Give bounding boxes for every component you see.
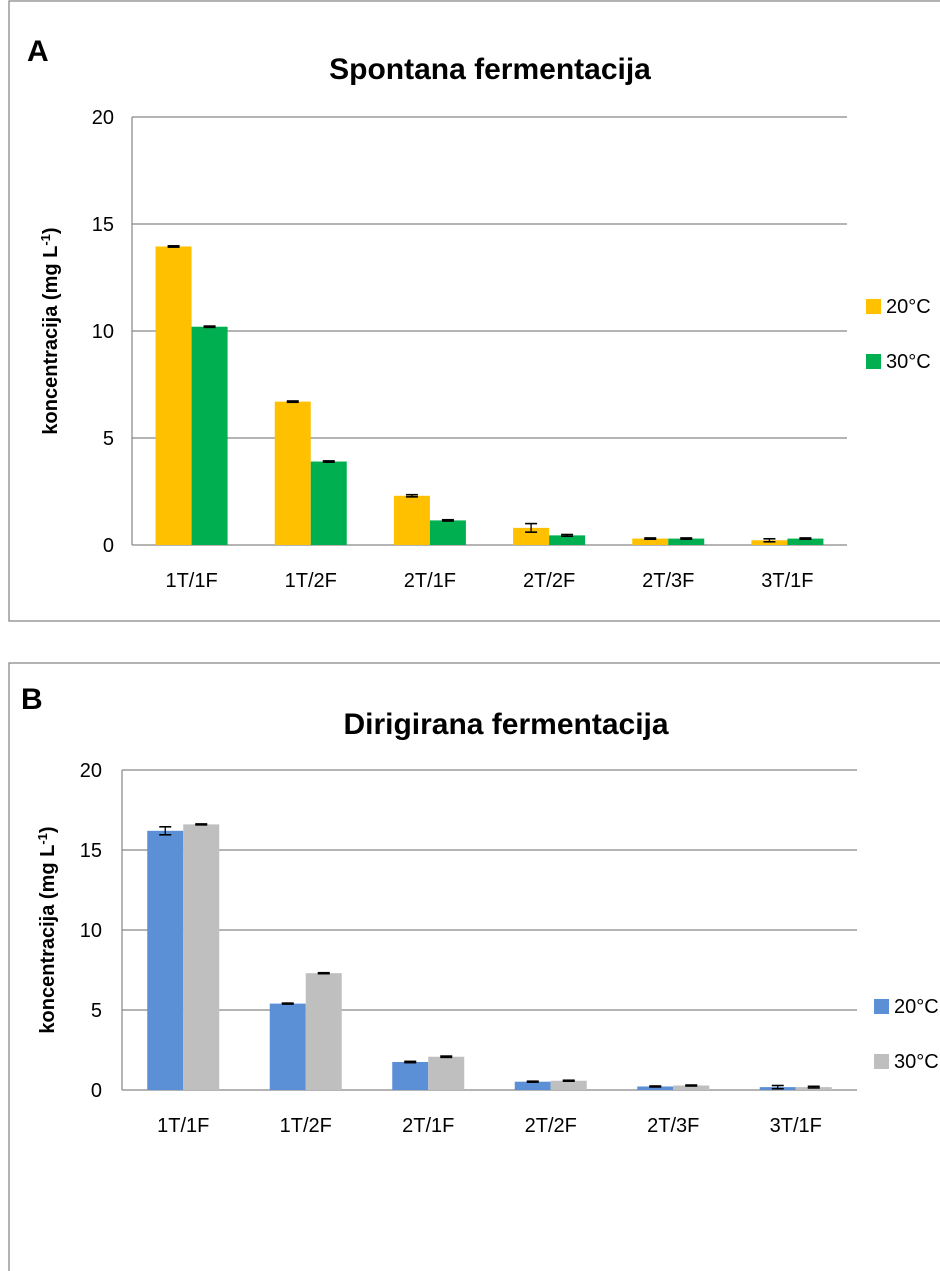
chart-a-bar <box>787 538 824 545</box>
chart-a-svg: A Spontana fermentacija 0 5 10 15 20 koncentrac… <box>8 0 940 622</box>
chart-a-frame <box>8 0 940 622</box>
chart-b-bar <box>514 1081 551 1090</box>
chart-b-svg: B Dirigirana fermentacija 0 5 10 15 20 koncentr… <box>8 662 940 1271</box>
chart-a-y-axis-label-text: koncentracija (mg L <box>40 246 62 435</box>
chart-a-bar <box>632 538 669 545</box>
chart-b-y-tick-label: 20 <box>80 760 102 782</box>
chart-a-x-tick-label: 2T/3F <box>642 570 694 592</box>
chart-b-y-axis-label-sup: -1 <box>35 833 50 845</box>
chart-a-bar <box>668 538 705 545</box>
chart-b-bar <box>392 1062 429 1090</box>
chart-panel-a: A Spontana fermentacija 0 5 10 15 20 koncentrac… <box>0 0 940 624</box>
chart-a-title: Spontana fermentacija <box>329 53 651 86</box>
chart-a-bar <box>274 401 311 545</box>
chart-b-y-axis-label-end: ) <box>37 826 59 833</box>
chart-a-x-tick-label: 1T/2F <box>285 570 337 592</box>
chart-b-legend-swatch <box>874 999 889 1014</box>
chart-b-y-axis-label-text: koncentracija (mg L <box>37 845 59 1034</box>
chart-b-bar <box>673 1085 710 1090</box>
chart-a-y-axis-label: koncentracija (mg L-1) <box>38 227 63 434</box>
chart-a-panel-label: A <box>27 35 49 68</box>
chart-b-x-tick-label: 2T/1F <box>402 1115 454 1137</box>
chart-a-y-axis-label-sup: -1 <box>38 234 53 246</box>
chart-a-y-tick-label: 0 <box>103 535 114 557</box>
chart-b-bar <box>428 1056 465 1090</box>
chart-a-x-tick-label: 3T/1F <box>761 570 813 592</box>
chart-a-y-tick-label: 10 <box>92 321 114 343</box>
chart-b-y-axis-label: koncentracija (mg L-1) <box>35 826 60 1033</box>
chart-b-bar <box>550 1080 587 1090</box>
chart-a-y-tick-label: 5 <box>103 428 114 450</box>
chart-b-bar <box>147 830 184 1090</box>
chart-b-bar <box>305 973 342 1090</box>
chart-a-y-axis-label-end: ) <box>40 227 62 234</box>
chart-a-bar <box>751 540 788 545</box>
chart-b-bar <box>637 1086 674 1090</box>
chart-a-bar <box>191 326 228 545</box>
chart-b-x-tick-label: 1T/1F <box>157 1115 209 1137</box>
chart-b-legend-label: 30°C <box>894 1051 939 1073</box>
chart-b-legend-label: 20°C <box>894 996 939 1018</box>
chart-b-bar <box>183 824 220 1090</box>
chart-b-title: Dirigirana fermentacija <box>343 708 668 741</box>
chart-a-bar <box>155 246 192 545</box>
chart-b-x-tick-label: 2T/2F <box>525 1115 577 1137</box>
chart-a-y-tick-label: 15 <box>92 214 114 236</box>
chart-b-x-tick-label: 2T/3F <box>647 1115 699 1137</box>
chart-panel-b: B Dirigirana fermentacija 0 5 10 15 20 koncentr… <box>0 662 940 1271</box>
chart-a-x-tick-label: 1T/1F <box>165 570 217 592</box>
chart-b-x-tick-label: 1T/2F <box>280 1115 332 1137</box>
chart-a-y-tick-label: 20 <box>92 107 114 129</box>
chart-a-bar <box>549 535 586 545</box>
chart-b-y-tick-label: 10 <box>80 920 102 942</box>
chart-a-x-tick-label: 2T/1F <box>404 570 456 592</box>
chart-b-y-tick-label: 5 <box>91 1000 102 1022</box>
chart-a-bar <box>429 520 466 545</box>
chart-a-legend-swatch <box>866 354 881 369</box>
chart-a-legend-swatch <box>866 299 881 314</box>
chart-b-y-tick-label: 0 <box>91 1080 102 1102</box>
chart-a-legend-label: 20°C <box>886 296 931 318</box>
chart-b-panel-label: B <box>21 683 43 716</box>
chart-b-legend-swatch <box>874 1054 889 1069</box>
chart-a-bar <box>393 495 430 545</box>
chart-a-bar <box>513 527 550 545</box>
chart-a-legend-label: 30°C <box>886 351 931 373</box>
chart-b-frame <box>8 662 940 1271</box>
chart-b-x-tick-label: 3T/1F <box>770 1115 822 1137</box>
chart-b-bar <box>269 1003 306 1090</box>
chart-a-x-tick-label: 2T/2F <box>523 570 575 592</box>
chart-a-bar <box>310 461 347 545</box>
chart-b-y-tick-label: 15 <box>80 840 102 862</box>
